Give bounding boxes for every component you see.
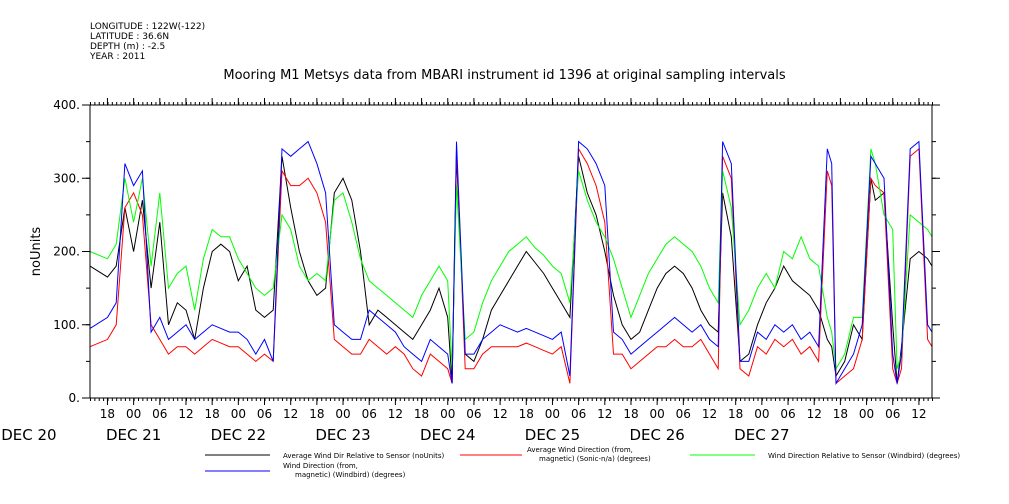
latitude-text: LATITUDE : 36.6N [90,32,170,42]
x-day-label: DEC 27 [734,426,789,444]
legend-label-2: magnetic) (Sonic-n/a) (degrees) [539,455,651,463]
x-tick-label: 06 [257,407,272,421]
x-tick-label: 00 [335,407,350,421]
x-tick-label: 18 [623,407,638,421]
x-tick-label: 00 [545,407,560,421]
y-tick-label: 300. [53,171,80,185]
x-tick-label: 18 [205,407,220,421]
x-tick-label: 06 [152,407,167,421]
series-line-2 [89,147,933,386]
x-tick-label: 18 [833,407,848,421]
year-text: YEAR : 2011 [90,52,146,62]
x-day-label: DEC 25 [525,426,580,444]
x-day-label: DEC 26 [629,426,684,444]
x-tick-label: 00 [231,407,246,421]
y-tick-label: 200. [53,245,80,259]
series-line-4 [89,140,933,386]
legend-label-3: Wind Direction Relative to Sensor (Windb… [768,452,960,460]
x-tick-label: 12 [911,407,926,421]
longitude-text: LONGITUDE : 122W(-122) [90,22,206,32]
x-day-label: DEC 23 [315,426,370,444]
x-tick-label: 18 [100,407,115,421]
x-tick-label: 06 [780,407,795,421]
series-line-3 [89,148,933,371]
x-tick-label: 18 [414,407,429,421]
x-tick-label: 06 [571,407,586,421]
y-axis-label: noUnits [29,227,44,277]
x-tick-label: 06 [466,407,481,421]
x-tick-label: 00 [754,407,769,421]
x-tick-label: 06 [885,407,900,421]
y-tick-label: 100. [53,318,80,332]
x-tick-label: 06 [362,407,377,421]
x-tick-label: 12 [178,407,193,421]
x-tick-label: 00 [126,407,141,421]
legend-label-4: magnetic) (Windbird) (degrees) [295,471,406,479]
x-tick-label: 12 [283,407,298,421]
x-tick-label: 12 [388,407,403,421]
y-tick-label: 0. [69,391,80,405]
legend-label-2: Average Wind Direction (from, [527,446,633,454]
legend-label-1: Average Wind Dir Relative to Sensor (noU… [283,452,444,460]
x-day-label: DEC 20 [1,426,56,444]
x-tick-label: 18 [519,407,534,421]
x-day-label: DEC 24 [420,426,475,444]
plot-frame [89,104,933,399]
x-tick-label: 18 [728,407,743,421]
series-line-1 [89,156,933,384]
metadata-block: LONGITUDE : 122W(-122) LATITUDE : 36.6N … [90,22,205,62]
legend-label-4: Wind Direction (from, [283,462,358,470]
y-tick-label: 400. [53,98,80,112]
x-tick-label: 12 [492,407,507,421]
x-day-label: DEC 21 [106,426,161,444]
x-tick-label: 12 [702,407,717,421]
x-tick-label: 12 [597,407,612,421]
depth-text: DEPTH (m) : -2.5 [90,42,166,52]
x-day-label: DEC 22 [211,426,266,444]
x-tick-label: 00 [650,407,665,421]
x-tick-label: 06 [676,407,691,421]
x-tick-label: 18 [309,407,324,421]
x-tick-label: 00 [440,407,455,421]
chart-title: Mooring M1 Metsys data from MBARI instru… [223,68,786,83]
x-tick-label: 00 [859,407,874,421]
x-tick-label: 12 [807,407,822,421]
